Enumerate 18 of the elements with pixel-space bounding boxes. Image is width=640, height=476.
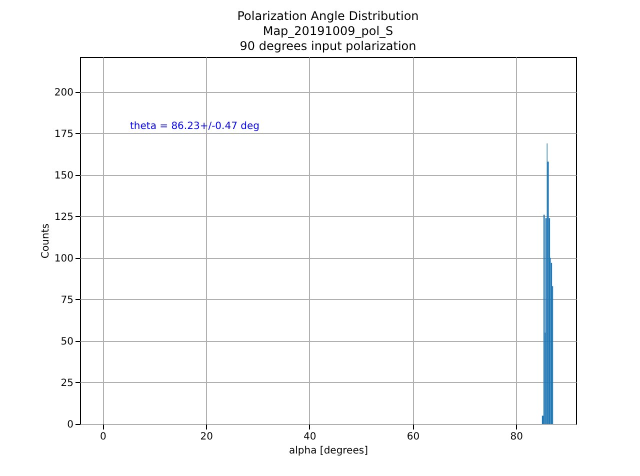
y-tick-label: 100: [54, 253, 74, 264]
y-axis-title: Counts: [40, 224, 52, 258]
y-tick-label: 25: [60, 378, 74, 389]
chart-title: Polarization Angle Distribution Map_20191009_pol_S 90 degrees input polarization: [237, 9, 419, 53]
y-tick-label: 175: [54, 128, 74, 140]
annotation: theta = 86.23+/-0.47 deg: [130, 121, 260, 132]
y-tick-label: 75: [60, 294, 74, 306]
y-tick-label: 125: [54, 212, 74, 223]
x-tick-label: 60: [406, 432, 420, 442]
x-tick-label: 20: [200, 432, 213, 442]
x-tick-label: 80: [510, 432, 523, 442]
y-tick-label: 50: [60, 336, 74, 348]
y-tick-label: 200: [54, 87, 74, 98]
x-tick-label: 40: [304, 432, 316, 442]
x-tick-label: 0: [100, 432, 106, 442]
y-tick-label: 0: [67, 420, 74, 430]
y-tick-label: 150: [54, 170, 74, 182]
x-axis-title: alpha [degrees]: [289, 446, 368, 456]
